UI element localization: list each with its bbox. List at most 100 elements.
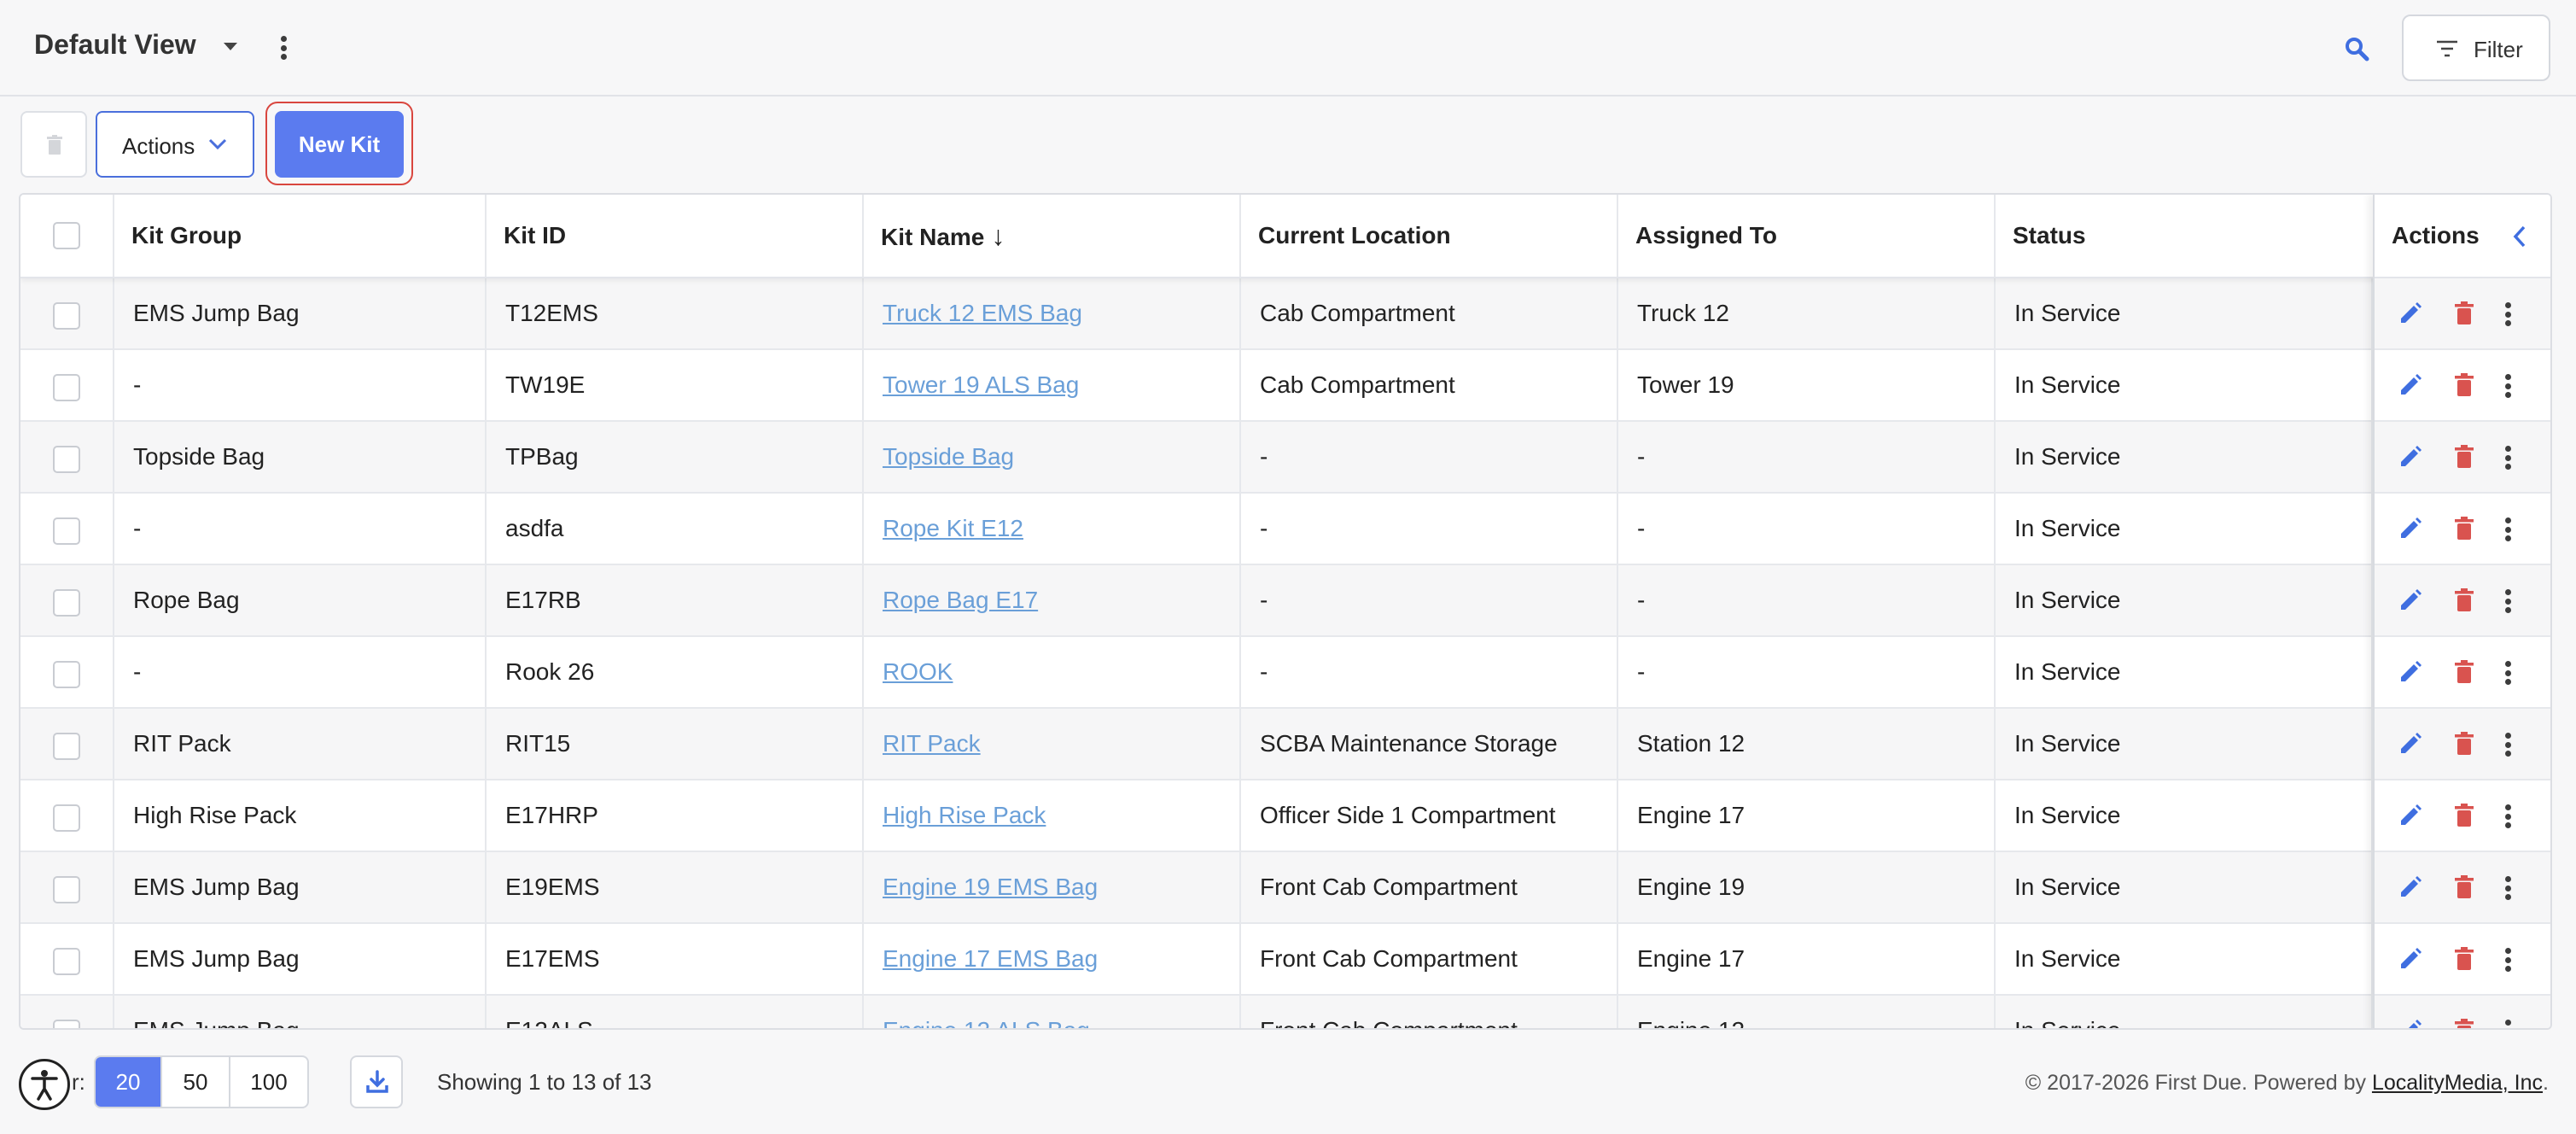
row-checkbox[interactable] [53,804,80,832]
pencil-icon[interactable] [2398,301,2422,325]
row-more-kebab-icon[interactable] [2504,948,2511,972]
kit-name-link[interactable]: Topside Bag [883,443,1015,470]
cell-kit-name: RIT Pack [864,709,1241,779]
top-bar: Default View Filter [0,0,2576,96]
pencil-icon[interactable] [2398,373,2422,397]
row-checkbox[interactable] [53,876,80,903]
filter-button[interactable]: Filter [2402,15,2550,81]
kit-name-link[interactable]: Truck 12 EMS Bag [883,300,1082,326]
pencil-icon[interactable] [2398,875,2422,899]
pencil-icon[interactable] [2398,732,2422,756]
cell-kit-group: RIT Pack [114,709,487,779]
sort-descending-icon[interactable]: ↓ [991,220,1005,251]
view-title[interactable]: Default View [34,29,196,60]
row-more-kebab-icon[interactable] [2504,661,2511,685]
page-size-50[interactable]: 50 [162,1057,230,1107]
row-checkbox[interactable] [53,374,80,401]
cell-kit-id-text: T12EMS [505,300,598,326]
localitymedia-link[interactable]: LocalityMedia, Inc [2371,1071,2544,1095]
trash-icon[interactable] [2455,373,2474,397]
pencil-icon[interactable] [2398,1019,2422,1030]
cell-kit-group-text: Rope Bag [133,587,240,613]
row-more-kebab-icon[interactable] [2504,517,2511,541]
kit-name-link[interactable]: Tower 19 ALS Bag [883,371,1080,398]
column-header-status[interactable]: Status [1996,195,2373,277]
bulk-delete-button[interactable] [20,111,87,178]
row-checkbox[interactable] [53,948,80,975]
pencil-icon[interactable] [2398,947,2422,971]
kit-name-link[interactable]: Engine 17 EMS Bag [883,945,1099,972]
kit-name-link[interactable]: Rope Bag E17 [883,587,1039,613]
actions-column: Actions [2373,195,2550,1030]
row-checkbox[interactable] [53,517,80,545]
accessibility-button[interactable] [19,1059,70,1110]
cell-kit-name: Topside Bag [864,422,1241,492]
page-size-20[interactable]: 20 [96,1057,162,1107]
kit-name-link[interactable]: Engine 12 ALS Bag [883,1017,1090,1028]
cell-kit-group-text: EMS Jump Bag [133,874,300,900]
kit-name-link[interactable]: Rope Kit E12 [883,515,1023,541]
pencil-icon[interactable] [2398,445,2422,469]
cell-status: In Service [1996,565,2373,635]
table-row: EMS Jump Bag E12ALS Engine 12 ALS Bag Front… [20,996,2550,1028]
row-checkbox[interactable] [53,733,80,760]
cell-status-text: In Service [2014,587,2121,613]
row-more-kebab-icon[interactable] [2504,446,2511,470]
trash-icon[interactable] [2455,301,2474,325]
chevron-left-icon[interactable] [2513,225,2526,248]
new-kit-button[interactable]: New Kit [275,111,404,178]
column-header-current-location[interactable]: Current Location [1241,195,1618,277]
cell-current-location: Front Cab Compartment [1241,924,1618,994]
trash-icon[interactable] [2455,517,2474,541]
column-header-kit-group[interactable]: Kit Group [114,195,487,277]
kit-name-link[interactable]: Engine 19 EMS Bag [883,874,1099,900]
row-more-kebab-icon[interactable] [2504,374,2511,398]
view-more-kebab-icon[interactable] [280,36,287,60]
trash-icon[interactable] [2455,732,2474,756]
row-more-kebab-icon[interactable] [2504,733,2511,757]
row-actions-cell [2375,350,2550,422]
column-header-kit-id[interactable]: Kit ID [487,195,864,277]
cell-kit-id-text: E12ALS [505,1017,593,1028]
pencil-icon[interactable] [2398,588,2422,612]
trash-icon[interactable] [2455,1019,2474,1030]
row-more-kebab-icon[interactable] [2504,804,2511,828]
actions-dropdown-button[interactable]: Actions [96,111,254,178]
pencil-icon[interactable] [2398,517,2422,541]
cell-status: In Service [1996,780,2373,850]
trash-icon[interactable] [2455,445,2474,469]
view-dropdown-caret-icon[interactable] [224,43,237,50]
accessibility-icon [31,1070,58,1101]
per-page-label: r: [72,1069,85,1095]
cell-kit-id-text: TW19E [505,371,586,398]
row-more-kebab-icon[interactable] [2504,876,2511,900]
cell-current-location: Front Cab Compartment [1241,996,1618,1028]
trash-icon[interactable] [2455,660,2474,684]
column-header-kit-name[interactable]: Kit Name ↓ [864,195,1241,277]
row-checkbox[interactable] [53,589,80,617]
trash-icon[interactable] [2455,875,2474,899]
search-icon[interactable] [2344,36,2369,61]
row-checkbox[interactable] [53,302,80,330]
row-checkbox[interactable] [53,1020,80,1028]
select-all-checkbox[interactable] [53,222,80,249]
pencil-icon[interactable] [2398,804,2422,827]
download-button[interactable] [350,1055,403,1108]
kit-name-link[interactable]: RIT Pack [883,730,981,757]
row-checkbox[interactable] [53,661,80,688]
row-more-kebab-icon[interactable] [2504,1020,2511,1028]
row-more-kebab-icon[interactable] [2504,302,2511,326]
row-more-kebab-icon[interactable] [2504,589,2511,613]
trash-icon[interactable] [2455,804,2474,827]
pencil-icon[interactable] [2398,660,2422,684]
cell-assigned-to-text: Truck 12 [1637,300,1729,326]
column-header-assigned-to[interactable]: Assigned To [1618,195,1996,277]
trash-icon[interactable] [2455,947,2474,971]
page-size-100[interactable]: 100 [250,1069,288,1095]
kit-name-link[interactable]: ROOK [883,658,953,685]
row-checkbox[interactable] [53,446,80,473]
cell-assigned-to-text: - [1637,443,1646,470]
row-select-cell [20,924,114,994]
trash-icon[interactable] [2455,588,2474,612]
kit-name-link[interactable]: High Rise Pack [883,802,1046,828]
